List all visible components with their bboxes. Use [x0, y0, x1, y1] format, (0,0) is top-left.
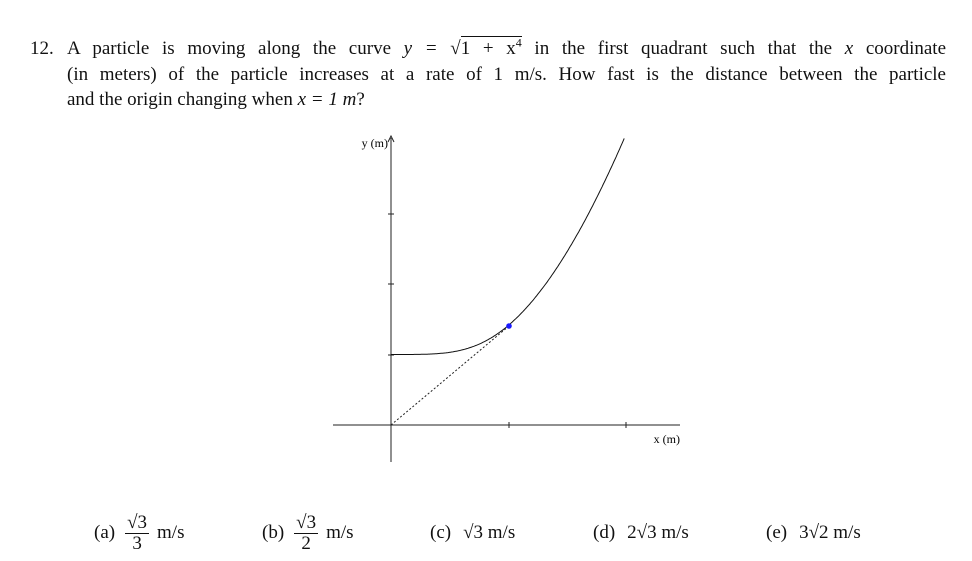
math: y = √ — [403, 38, 461, 59]
choice: (d) 2√3 m/s — [593, 505, 689, 561]
choice: (b) √3 2 m/s — [262, 505, 354, 561]
math-exponent: 4 — [515, 35, 522, 50]
text: and the origin changing when — [67, 89, 298, 110]
choice: (c) √3 m/s — [430, 505, 515, 561]
question-line: and the origin changing when x = 1 m? — [67, 87, 946, 113]
figure: y (m) x (m) — [333, 134, 680, 462]
particle — [506, 323, 512, 329]
choice-text: √3 m/s — [463, 522, 516, 543]
math: x = 1 m — [297, 89, 357, 110]
unit: m/s — [326, 522, 354, 543]
question-line: (in meters) of the particle increases at… — [67, 62, 946, 88]
numerator: √3 — [125, 511, 150, 534]
fraction: √3 3 — [125, 511, 150, 554]
distance-line — [390, 325, 510, 426]
math: 1 + x — [460, 38, 516, 59]
fraction: √3 2 — [294, 511, 319, 554]
text: A particle is moving along the curve — [67, 38, 404, 59]
choice-text: 3√2 m/s — [799, 522, 861, 543]
choice-label: (d) — [593, 522, 616, 543]
axis-arrow — [387, 134, 395, 143]
denominator: 2 — [301, 532, 311, 554]
question-line: A particle is moving along the curve y =… — [67, 36, 946, 62]
choice-text: 2√3 m/s — [627, 522, 689, 543]
numerator: √3 — [294, 511, 319, 534]
x-axis-label: x (m) — [654, 432, 680, 446]
choice-label: (a) — [94, 522, 116, 543]
denominator: 3 — [132, 532, 142, 554]
choice: (a) √3 3 m/s — [94, 505, 184, 561]
choice-label: (c) — [430, 522, 452, 543]
curve — [391, 138, 625, 355]
question-number: 12. — [30, 38, 54, 59]
text: ? — [356, 89, 365, 110]
choice-label: (e) — [766, 522, 788, 543]
math: x — [844, 38, 854, 59]
math-radicand: 1 + x4 — [460, 35, 522, 59]
y-axis-label: y (m) — [362, 136, 388, 150]
text: in the first quadrant such that the — [521, 38, 845, 59]
unit: m/s — [157, 522, 185, 543]
choice: (e) 3√2 m/s — [766, 505, 861, 561]
text: (in meters) of the particle increases at… — [67, 63, 946, 85]
ticks — [388, 213, 627, 428]
question: 12. A particle is moving along the curve… — [30, 36, 946, 113]
choice-label: (b) — [262, 522, 285, 543]
text: coordinate — [853, 38, 947, 59]
